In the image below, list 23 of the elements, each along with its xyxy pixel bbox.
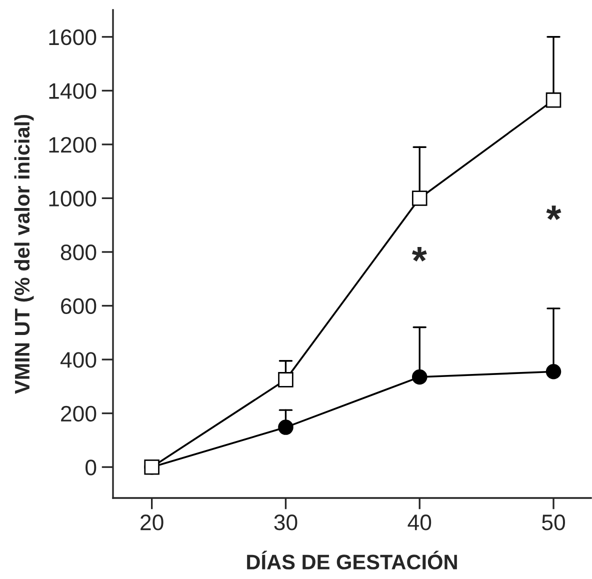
y-tick-label: 200: [61, 406, 96, 422]
point: [412, 369, 428, 385]
x-tick-label: 40: [408, 514, 432, 530]
y-tick-label: 1400: [49, 83, 96, 99]
y-axis-title: VMIN UT (% del valor inicial): [14, 114, 34, 394]
y-tick-label: 800: [60, 244, 96, 260]
x-tick-label: 30: [274, 514, 298, 530]
point: [546, 92, 562, 108]
y-tick-label: 600: [61, 298, 96, 314]
annotation: *: [546, 206, 562, 220]
x-tick-label: 50: [542, 514, 565, 530]
point: [278, 372, 294, 388]
y-tick-label: 400: [60, 352, 96, 368]
x-axis-title: DÍAS DE GESTACIÓN: [247, 550, 457, 570]
y-tick-label: 1200: [49, 136, 96, 153]
point: [412, 190, 428, 206]
point: [278, 420, 294, 435]
x-tick-label: 20: [140, 514, 164, 530]
y-tick-label: 1000: [49, 190, 96, 206]
annotation: *: [412, 247, 427, 262]
y-tick-label: 1600: [49, 29, 96, 46]
point: [546, 364, 562, 380]
y-tick-label: 0: [86, 460, 96, 476]
